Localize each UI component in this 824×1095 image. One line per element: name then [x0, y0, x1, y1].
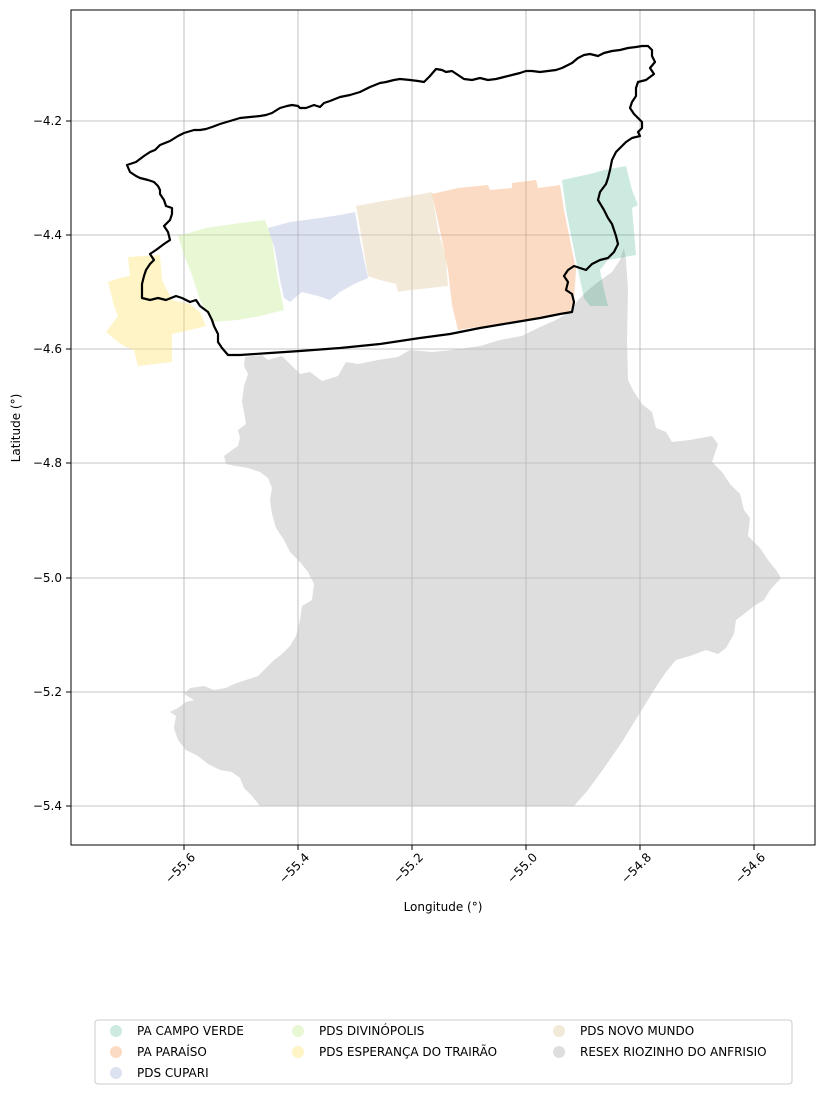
region-pds-esperanca-do-trairao [106, 255, 206, 366]
plot-frame [70, 9, 816, 846]
x-tick-label: −54.6 [732, 850, 768, 886]
legend-label-pds-divinopolis: PDS DIVINÓPOLIS [319, 1023, 424, 1038]
legend-marker-pa-paraiso [110, 1046, 122, 1058]
y-tick-label: −4.4 [33, 228, 62, 242]
x-tick-labels: −55.6 −55.4 −55.2 −55.0 −54.8 −54.6 [162, 850, 768, 886]
x-tick-label: −54.8 [618, 850, 654, 886]
legend-label-pa-paraiso: PA PARAÍSO [137, 1044, 207, 1059]
y-tick-label: −4.8 [33, 456, 62, 470]
x-tick-label: −55.0 [504, 850, 540, 886]
y-tick-label: −5.4 [33, 799, 62, 813]
legend-frame [94, 1019, 793, 1085]
x-tick-label: −55.2 [390, 850, 426, 886]
legend-label-pa-campo-verde: PA CAMPO VERDE [137, 1024, 244, 1038]
legend-marker-pds-novo-mundo [553, 1025, 565, 1037]
y-tick-label: −4.6 [33, 342, 62, 356]
y-tick-labels: −4.2 −4.4 −4.6 −4.8 −5.0 −5.2 −5.4 [33, 114, 62, 813]
legend-label-pds-cupari: PDS CUPARI [137, 1066, 209, 1080]
legend-marker-pds-esperanca-do-trairao [292, 1046, 304, 1058]
y-tick-label: −5.0 [33, 571, 62, 585]
x-axis-label: Longitude (°) [404, 900, 483, 914]
region-pds-novo-mundo [356, 192, 448, 292]
region-pa-paraiso [432, 180, 576, 330]
y-tick-label: −5.2 [33, 685, 62, 699]
y-tick-label: −4.2 [33, 114, 62, 128]
legend: PA CAMPO VERDE PA PARAÍSO PDS CUPARI PDS… [94, 1019, 793, 1085]
x-tick-label: −55.4 [276, 850, 312, 886]
legend-marker-pds-divinopolis [292, 1025, 304, 1037]
region-pa-campo-verde [562, 166, 638, 306]
y-axis-label: Latitude (°) [9, 394, 23, 463]
region-pds-divinopolis [178, 220, 284, 322]
legend-marker-pa-campo-verde [110, 1025, 122, 1037]
legend-label-pds-esperanca-do-trairao: PDS ESPERANÇA DO TRAIRÃO [319, 1044, 497, 1059]
y-axis [66, 120, 71, 807]
legend-marker-pds-cupari [110, 1067, 122, 1079]
x-tick-label: −55.6 [162, 850, 198, 886]
x-axis [183, 845, 755, 850]
region-pds-cupari [268, 212, 368, 302]
legend-label-pds-novo-mundo: PDS NOVO MUNDO [580, 1024, 694, 1038]
region-resex-riozinho-do-anfrisio [170, 248, 781, 806]
legend-marker-resex-riozinho-do-anfrisio [553, 1046, 565, 1058]
legend-label-resex-riozinho-do-anfrisio: RESEX RIOZINHO DO ANFRISIO [580, 1045, 767, 1059]
boundary-outline [125, 44, 657, 357]
